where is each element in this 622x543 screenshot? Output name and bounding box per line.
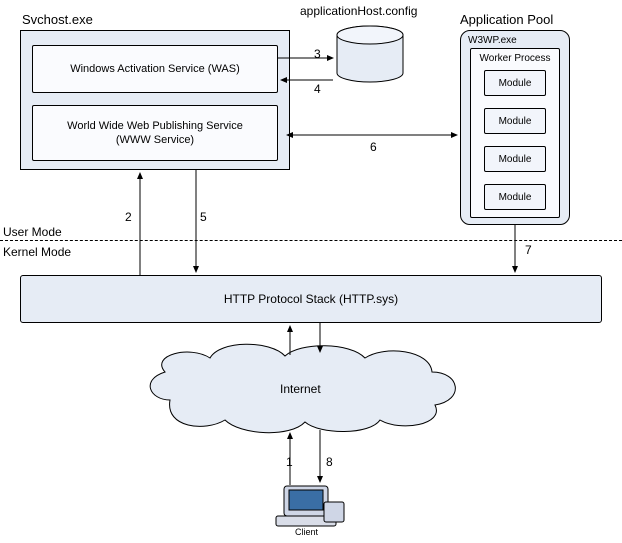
mode-divider <box>0 240 622 241</box>
config-cylinder-icon <box>335 25 405 85</box>
step-2: 2 <box>125 210 132 224</box>
worker-title: Worker Process <box>471 53 559 64</box>
www-line2: (WWW Service) <box>116 133 194 147</box>
step-8: 8 <box>326 455 333 469</box>
kernel-mode-label: Kernel Mode <box>3 245 71 259</box>
step-3: 3 <box>314 47 321 61</box>
step-7: 7 <box>525 243 532 257</box>
module-box: Module <box>484 184 546 210</box>
config-label: applicationHost.config <box>300 4 417 18</box>
step-1: 1 <box>286 455 293 469</box>
svchost-title: Svchost.exe <box>22 12 93 27</box>
internet-label: Internet <box>280 382 321 396</box>
was-box: Windows Activation Service (WAS) <box>32 45 278 93</box>
www-line1: World Wide Web Publishing Service <box>67 119 243 133</box>
step-5: 5 <box>200 210 207 224</box>
module-box: Module <box>484 108 546 134</box>
module-box: Module <box>484 146 546 172</box>
module-box: Module <box>484 70 546 96</box>
client-label: Client <box>295 527 318 537</box>
httpsys-box: HTTP Protocol Stack (HTTP.sys) <box>20 275 602 323</box>
step-6: 6 <box>370 140 377 154</box>
client-computer-icon <box>276 486 344 526</box>
step-4: 4 <box>314 82 321 96</box>
apppool-title: Application Pool <box>460 12 553 27</box>
w3wp-label: W3WP.exe <box>468 35 517 46</box>
www-service-box: World Wide Web Publishing Service (WWW S… <box>32 105 278 161</box>
user-mode-label: User Mode <box>3 225 62 239</box>
